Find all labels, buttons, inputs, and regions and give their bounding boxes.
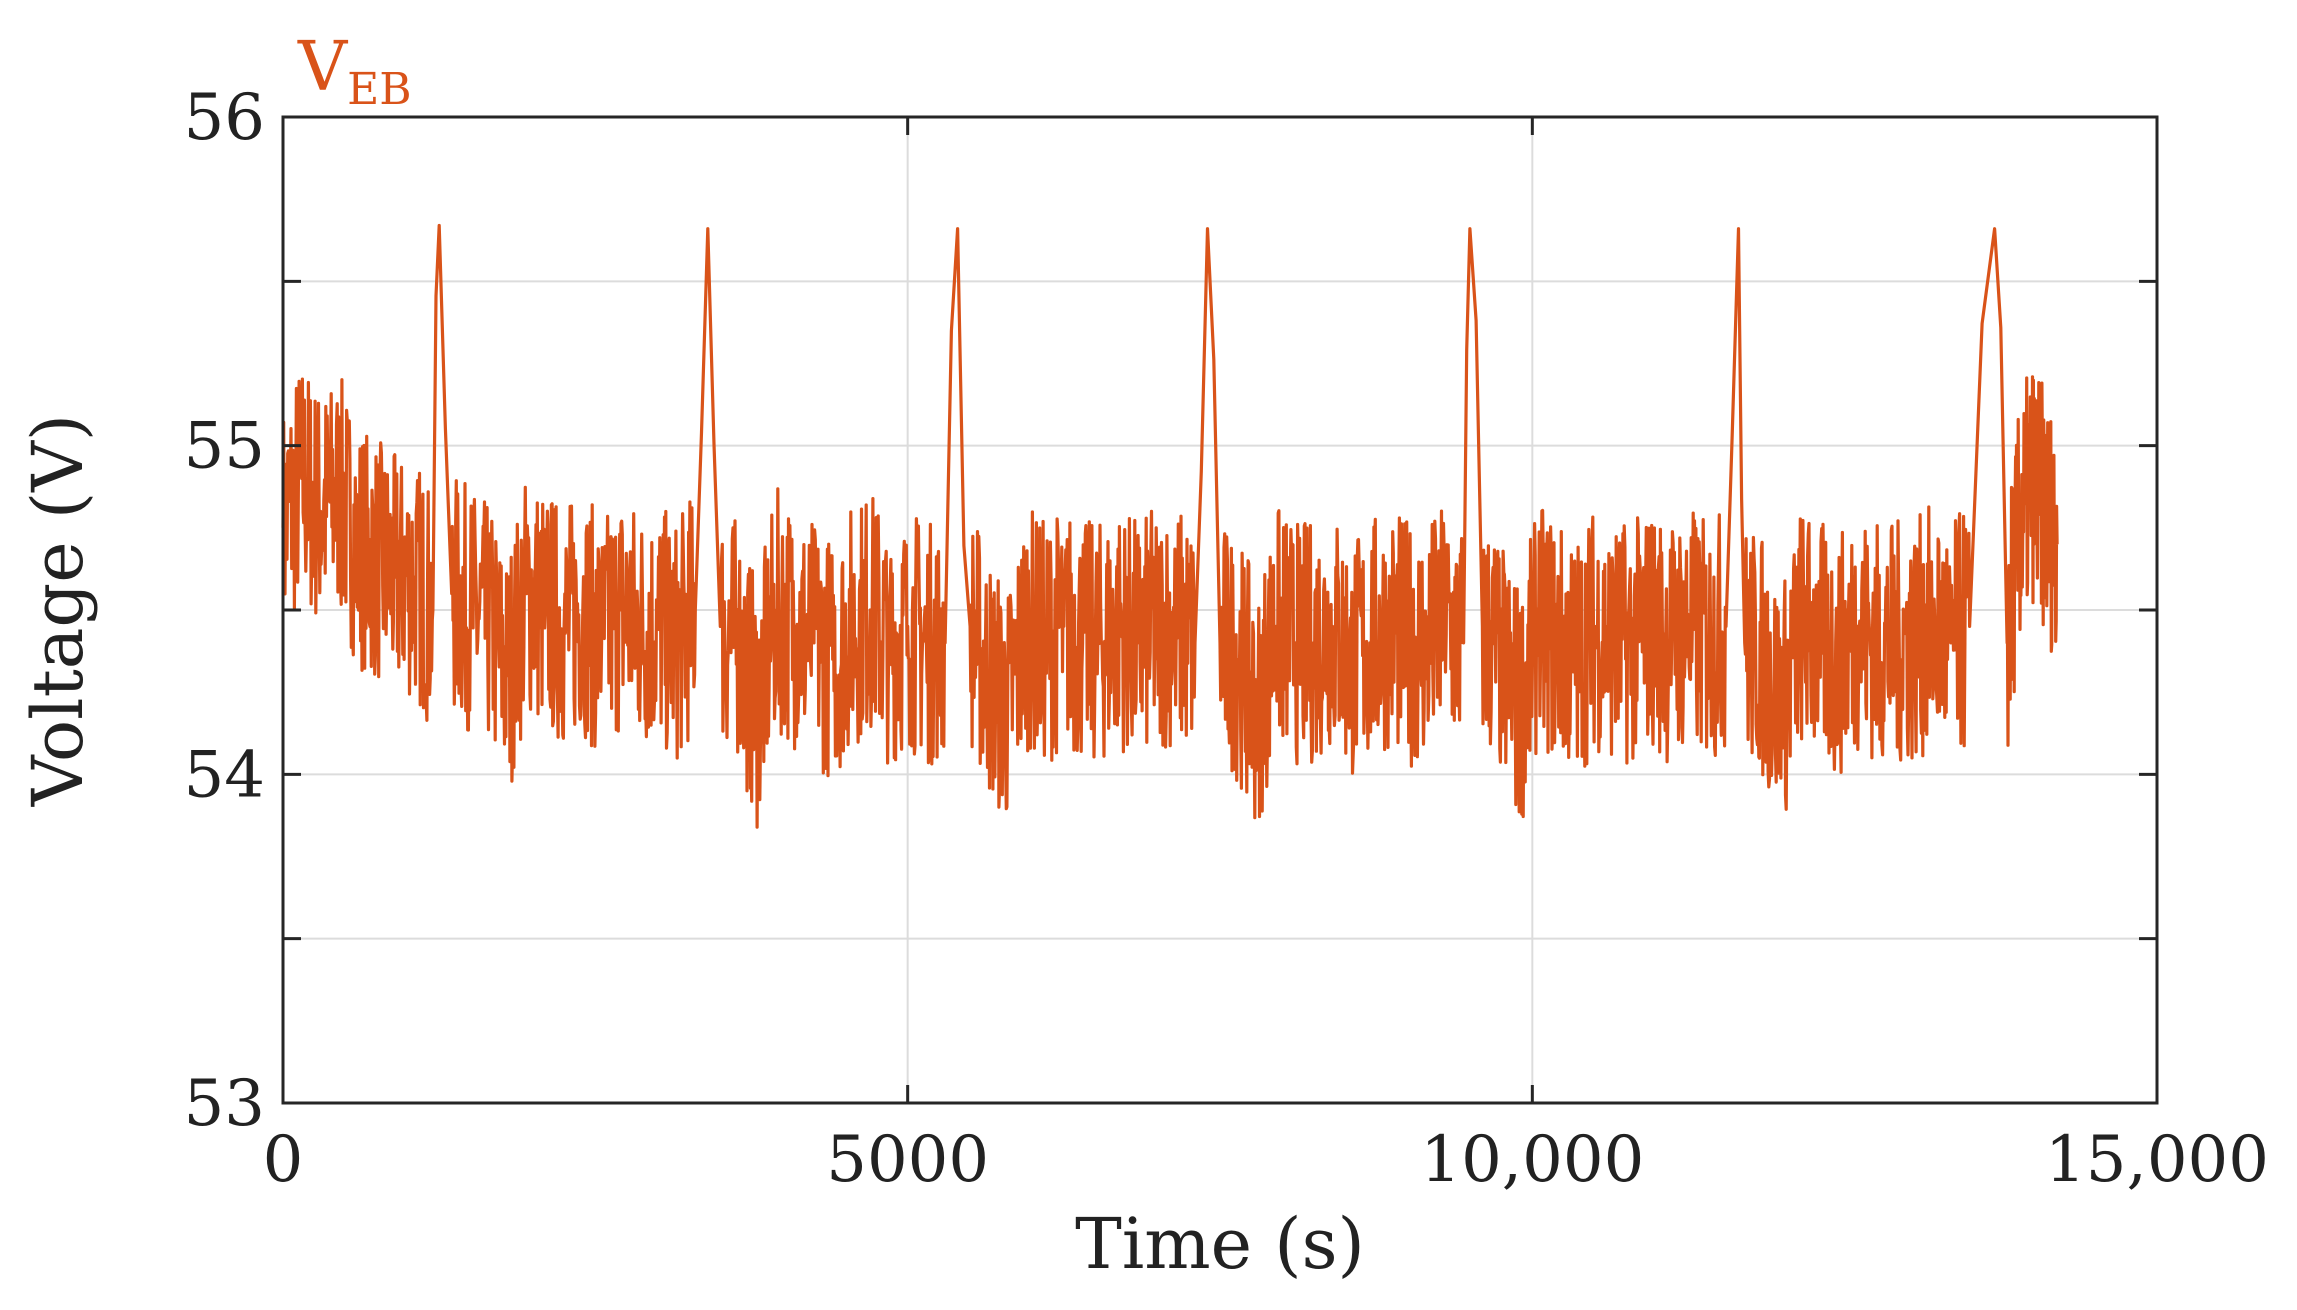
x-tick-labels: 0 5000 10,000 15,000: [263, 1123, 2269, 1197]
y-tick-labels: 53 54 55 56: [184, 81, 265, 1141]
series-v-eb: [281, 223, 2059, 829]
legend-series-name: V: [297, 28, 349, 107]
legend-series-subscript: EB: [347, 64, 411, 115]
y-tick-label: 55: [184, 410, 265, 484]
x-tick-label: 0: [263, 1123, 304, 1197]
x-tick-label: 5000: [826, 1123, 989, 1197]
y-tick-label: 53: [184, 1067, 265, 1141]
x-tick-label: 10,000: [1420, 1123, 1644, 1197]
y-tick-label: 54: [184, 738, 265, 812]
y-tick-label: 56: [184, 81, 265, 155]
x-axis-title: Time (s): [1075, 1203, 1365, 1285]
series-line-v-eb: [281, 223, 2059, 829]
x-tick-label: 15,000: [2045, 1123, 2269, 1197]
tick-marks: [281, 115, 2159, 1105]
y-axis-title: Voltage (V): [17, 414, 99, 807]
legend-series-label: VEB: [297, 28, 412, 115]
